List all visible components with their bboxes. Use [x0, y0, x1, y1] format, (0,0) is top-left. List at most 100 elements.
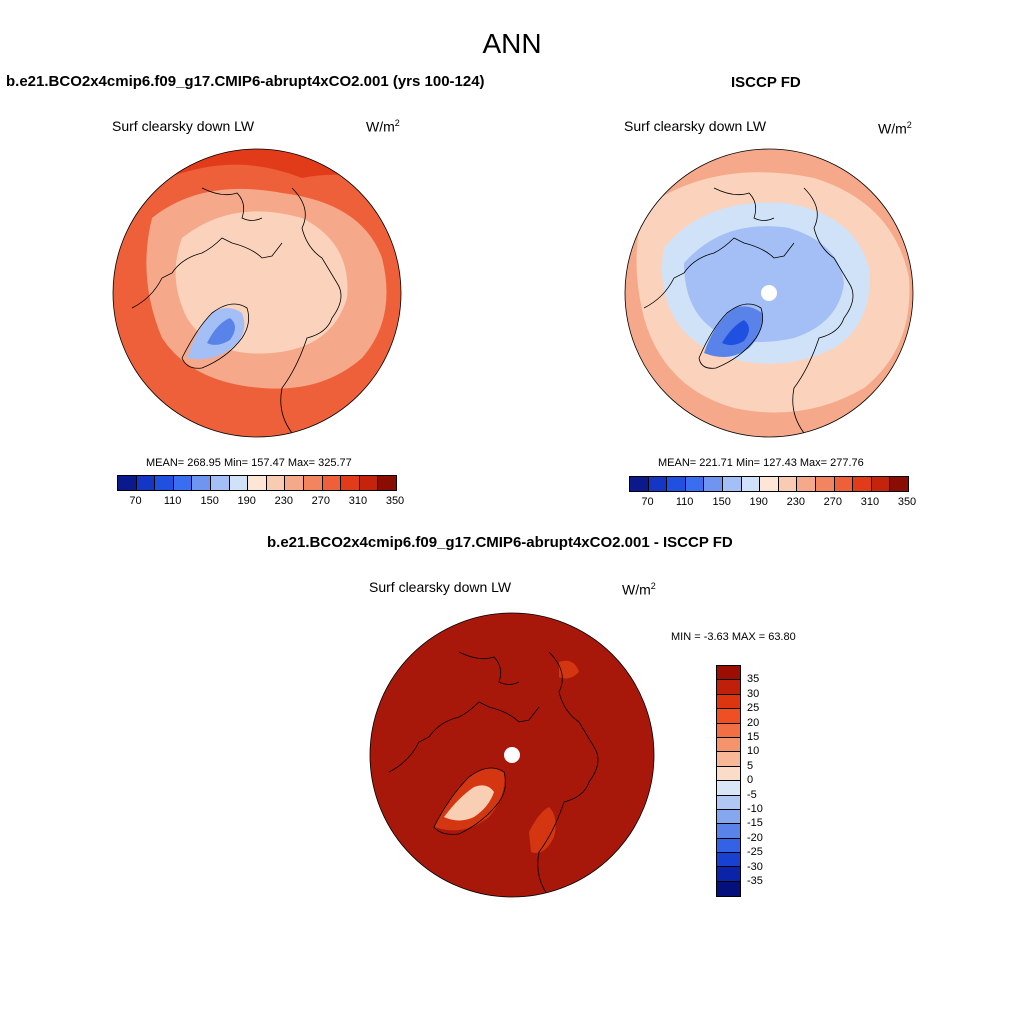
colorbar-tick-label: 20: [747, 716, 760, 729]
colorbar-tick-label: 110: [675, 496, 694, 508]
model-map-coastline-3: [280, 187, 342, 434]
colorbar-swatch: [248, 476, 267, 490]
colorbar-swatch: [192, 476, 211, 490]
diff-map-coastline-3: [537, 651, 599, 897]
colorbar-swatch: [853, 477, 872, 491]
obs-units-label: W/m2: [878, 120, 912, 137]
colorbar-swatch: [717, 694, 740, 710]
colorbar-swatch: [303, 476, 323, 490]
diff-map-greenland-pale: [444, 785, 494, 821]
colorbar-swatch: [717, 824, 740, 839]
colorbar-tick-label: 310: [348, 495, 368, 507]
model-map-coastline-1: [131, 237, 283, 309]
colorbar-swatch: [717, 766, 740, 782]
colorbar-tick-label: 15: [747, 731, 760, 743]
colorbar-tick-label: -25: [747, 846, 763, 859]
obs-map-coastline-4: [713, 187, 775, 221]
diff-variable-label: Surf clearsky down LW: [369, 579, 512, 595]
colorbar-tick-label: 25: [747, 702, 760, 715]
colorbar-swatch: [815, 477, 835, 491]
colorbar-tick-label: 350: [385, 495, 405, 507]
colorbar-swatch: [136, 476, 156, 490]
diff-colorbar: [716, 665, 741, 898]
diff-map-coastline-4: [458, 651, 520, 685]
colorbar-swatch: [685, 477, 705, 491]
colorbar-swatch: [229, 476, 249, 490]
colorbar-swatch: [717, 781, 740, 796]
obs-polar-map: [624, 148, 914, 438]
obs-map-pole-hole: [761, 285, 777, 301]
figure-title: ANN: [482, 28, 542, 59]
obs-colorbar: [629, 476, 909, 492]
colorbar-swatch: [717, 723, 740, 738]
colorbar-tick-label: -20: [747, 831, 763, 844]
diff-map-coastline-1: [388, 701, 540, 773]
colorbar-swatch: [667, 477, 686, 491]
diff-polar-map: [369, 612, 655, 898]
colorbar-tick-label: 10: [747, 745, 760, 758]
colorbar-swatch: [717, 838, 740, 854]
colorbar-swatch: [155, 476, 174, 490]
obs-stats: MEAN= 221.71 Min= 127.43 Max= 277.76: [658, 457, 864, 469]
colorbar-tick-label: 230: [274, 495, 293, 507]
model-units-label: W/m2: [366, 118, 400, 135]
colorbar-swatch: [717, 809, 740, 825]
colorbar-swatch: [741, 477, 761, 491]
colorbar-swatch: [834, 477, 854, 491]
obs-map-boundary: [624, 148, 914, 438]
colorbar-tick-label: -15: [747, 817, 763, 830]
colorbar-tick-label: 150: [712, 496, 731, 508]
colorbar-swatch: [717, 881, 740, 897]
colorbar-swatch: [797, 477, 816, 491]
model-map-coastline-4: [201, 187, 263, 221]
colorbar-swatch: [760, 477, 779, 491]
model-colorbar: [117, 475, 397, 491]
colorbar-tick-label: 270: [311, 495, 331, 507]
colorbar-swatch: [722, 477, 742, 491]
colorbar-tick-label: 150: [200, 495, 219, 507]
colorbar-swatch: [648, 477, 668, 491]
obs-map-coastline-3: [792, 187, 854, 434]
model-panel-title: b.e21.BCO2x4cmip6.f09_g17.CMIP6-abrupt4x…: [6, 73, 485, 90]
colorbar-swatch: [285, 476, 304, 490]
obs-variable-label: Surf clearsky down LW: [624, 118, 767, 134]
obs-map-coastline-2: [698, 303, 764, 369]
colorbar-swatch: [359, 476, 379, 490]
colorbar-tick-label: 230: [786, 496, 805, 508]
diff-map-coastline-2: [433, 767, 507, 835]
obs-map-coastline-1: [643, 237, 795, 309]
model-map-boundary: [112, 148, 402, 438]
colorbar-tick-label: 5: [747, 759, 754, 772]
diff-panel-title: b.e21.BCO2x4cmip6.f09_g17.CMIP6-abrupt4x…: [267, 534, 733, 551]
colorbar-swatch: [890, 477, 908, 491]
colorbar-swatch: [778, 477, 798, 491]
colorbar-swatch: [210, 476, 230, 490]
colorbar-swatch: [717, 680, 740, 695]
colorbar-swatch: [266, 476, 286, 490]
colorbar-swatch: [630, 477, 649, 491]
colorbar-swatch: [717, 752, 740, 767]
diff-stats: MIN = -3.63 MAX = 63.80: [671, 631, 796, 643]
colorbar-swatch: [871, 477, 891, 491]
colorbar-tick-label: -35: [747, 875, 763, 887]
colorbar-tick-label: 310: [860, 496, 880, 508]
model-map-greenland-mid: [207, 318, 235, 345]
diff-map-scandinavia-warm: [529, 807, 556, 853]
colorbar-swatch: [717, 853, 740, 868]
colorbar-swatch: [717, 795, 740, 810]
colorbar-tick-label: -10: [747, 803, 763, 815]
colorbar-swatch: [717, 867, 740, 882]
model-stats: MEAN= 268.95 Min= 157.47 Max= 325.77: [146, 457, 352, 469]
colorbar-swatch: [717, 737, 740, 753]
colorbar-swatch: [717, 666, 740, 681]
diff-units-label: W/m2: [622, 581, 656, 598]
colorbar-swatch: [118, 476, 137, 490]
obs-map-blue-light: [684, 226, 844, 342]
colorbar-swatch: [341, 476, 360, 490]
diff-map-pole-hole: [504, 747, 520, 763]
colorbar-tick-label: -5: [747, 788, 757, 801]
diff-map-boundary: [369, 612, 655, 898]
colorbar-tick-label: 30: [747, 687, 760, 700]
colorbar-tick-label: -30: [747, 860, 763, 873]
colorbar-swatch: [173, 476, 193, 490]
